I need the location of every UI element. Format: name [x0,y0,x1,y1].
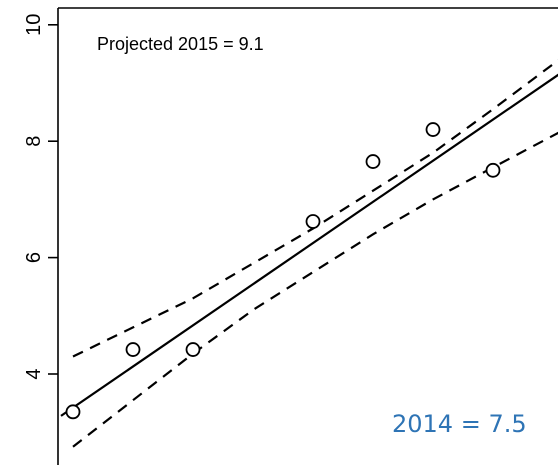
data-point [305,214,321,229]
data-point [185,342,201,357]
y-tick-label-4: 4 [23,368,45,379]
y-tick-label-6: 6 [23,252,45,263]
data-point [425,122,441,137]
data-point [485,162,501,178]
regression-line [60,73,558,417]
callout-annotation: 2014 = 7.5 [392,410,527,438]
y-ticks: 4 6 8 10 [23,14,58,380]
data-point [65,404,81,420]
data-point [125,342,141,357]
data-point [365,154,381,169]
series [60,59,558,448]
axes [57,7,558,465]
y-tick-label-10: 10 [23,14,45,36]
projection-annotation: Projected 2015 = 9.1 [97,34,264,54]
y-tick-label-8: 8 [23,136,45,147]
lower-confidence-band [72,131,558,448]
